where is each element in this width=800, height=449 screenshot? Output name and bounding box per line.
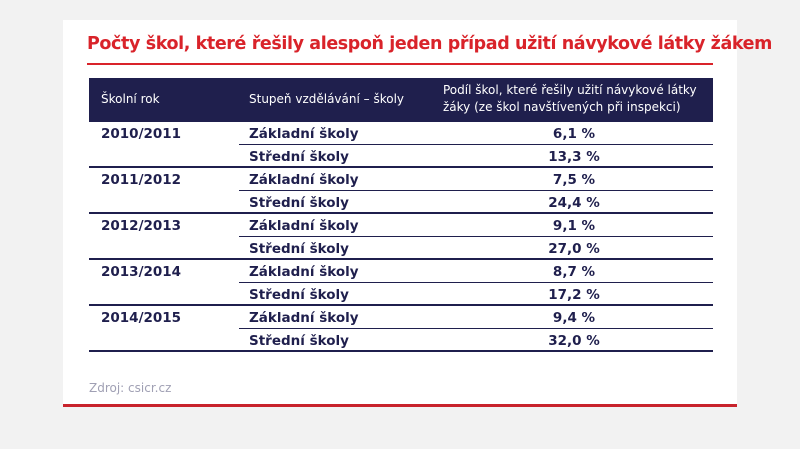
table-header: Školní rok Stupeň vzdělávání – školy Pod… — [89, 78, 713, 122]
row-divider — [239, 190, 713, 191]
row-divider — [89, 212, 713, 214]
cell-level: Základní školy — [249, 172, 359, 188]
cell-year: 2010/2011 — [101, 126, 182, 142]
header-school-year: Školní rok — [101, 92, 160, 106]
cell-share: 32,0 % — [548, 333, 600, 349]
cell-level: Střední školy — [249, 149, 349, 165]
cell-level: Základní školy — [249, 126, 359, 142]
row-divider — [89, 350, 713, 352]
infographic-card: Počty škol, které řešily alespoň jeden p… — [63, 20, 772, 407]
table-row: 2012/2013 Základní školy 9,1 % — [89, 214, 713, 237]
table-row: Střední školy 27,0 % — [89, 237, 713, 260]
row-divider — [239, 282, 713, 283]
cell-share: 13,3 % — [548, 149, 600, 165]
header-level: Stupeň vzdělávání – školy — [249, 92, 405, 106]
row-divider — [89, 166, 713, 168]
cell-level: Základní školy — [249, 310, 359, 326]
cell-year: 2011/2012 — [101, 172, 182, 188]
cell-share: 9,4 % — [552, 310, 596, 326]
row-divider — [239, 328, 713, 329]
cell-level: Střední školy — [249, 287, 349, 303]
cell-level: Střední školy — [249, 241, 349, 257]
header-share-line2: žáky (ze škol navštívených při inspekci) — [443, 100, 681, 114]
page-title: Počty škol, které řešily alespoň jeden p… — [87, 34, 772, 54]
title-divider — [87, 63, 713, 65]
table-row: 2011/2012 Základní školy 7,5 % — [89, 168, 713, 191]
cell-share: 17,2 % — [548, 287, 600, 303]
row-divider — [239, 236, 713, 237]
cell-year: 2014/2015 — [101, 310, 182, 326]
source-note: Zdroj: csicr.cz — [89, 381, 172, 395]
table-row: Střední školy 17,2 % — [89, 283, 713, 306]
row-divider — [239, 144, 713, 145]
cell-share: 9,1 % — [552, 218, 596, 234]
table-row: Střední školy 32,0 % — [89, 329, 713, 352]
table-row: Střední školy 13,3 % — [89, 145, 713, 168]
table-row: 2014/2015 Základní školy 9,4 % — [89, 306, 713, 329]
row-divider — [89, 304, 713, 306]
header-share-line1: Podíl škol, které řešily užití návykové … — [443, 83, 697, 97]
cell-share: 7,5 % — [552, 172, 596, 188]
table-row: 2013/2014 Základní školy 8,7 % — [89, 260, 713, 283]
cell-level: Střední školy — [249, 195, 349, 211]
cell-share: 27,0 % — [548, 241, 600, 257]
cell-level: Střední školy — [249, 333, 349, 349]
cell-share: 8,7 % — [552, 264, 596, 280]
cell-share: 6,1 % — [552, 126, 596, 142]
row-divider — [89, 258, 713, 260]
table-row: 2010/2011 Základní školy 6,1 % — [89, 122, 713, 145]
data-table: Školní rok Stupeň vzdělávání – školy Pod… — [89, 78, 713, 352]
cell-year: 2012/2013 — [101, 218, 182, 234]
cell-level: Základní školy — [249, 218, 359, 234]
cell-share: 24,4 % — [548, 195, 600, 211]
cell-year: 2013/2014 — [101, 264, 182, 280]
table-row: Střední školy 24,4 % — [89, 191, 713, 214]
cell-level: Základní školy — [249, 264, 359, 280]
